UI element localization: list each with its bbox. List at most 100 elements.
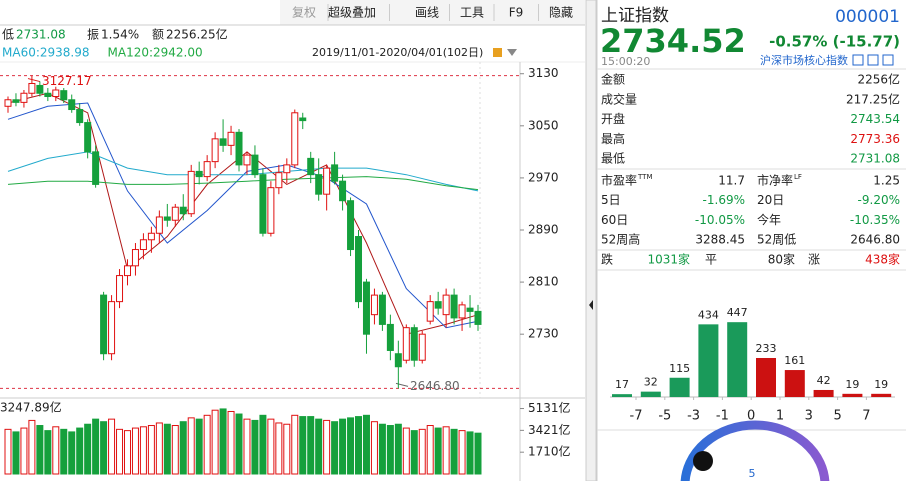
stat-value: 217.25亿 [846,91,900,106]
stat-sup: LF [794,173,802,181]
stat-value: -10.35% [850,213,900,227]
candle-body [450,294,458,319]
toolbar-button[interactable]: 超级叠加 [328,5,376,20]
scrollbar[interactable] [585,0,597,481]
distribution-bar [727,322,748,397]
volume-bar [100,421,108,475]
candle-body [267,187,275,234]
candle-body [44,92,52,98]
y-tick-label: 3130 [528,66,559,80]
volume-bar [418,428,426,475]
stat-value: 2773.36 [850,132,900,146]
candle-body [418,333,426,361]
volume-bar [195,418,203,475]
icon[interactable] [852,54,864,66]
gauge-knob [693,451,713,471]
candle-body [394,353,402,368]
index-name: 上证指数 [601,6,669,26]
volume-bar [243,418,251,475]
candle-body [474,310,482,325]
y-tick-label: 1710亿 [528,444,571,459]
x-tick-label: -7 [630,409,643,424]
toolbar-button[interactable]: 工具 [460,6,484,20]
distribution-bar [756,357,776,397]
volume-bar [219,408,227,475]
y-tick-label: 2810 [528,275,559,289]
stat-label: 最高 [601,131,625,146]
stat-label: 开盘 [601,111,625,126]
date-range: 2019/11/01-2020/04/01(102日) [312,46,483,59]
stat-label: 52周低 [757,233,796,247]
volume-bar [394,423,402,475]
stat-value: -1.69% [703,193,745,207]
tag[interactable]: 沪深市场核心指数 [760,53,848,67]
candle-body [315,174,323,195]
volume-bar [163,423,171,475]
volume-bar [139,426,147,475]
volume-bar [331,421,339,475]
toolbar-button[interactable]: F9 [509,6,524,20]
candle-body [68,99,76,111]
volume-bar [12,431,20,475]
candle-body [251,154,259,176]
candle-body [60,90,68,101]
bar-value-label: 32 [644,376,658,389]
stat-value: -10.05% [695,213,745,227]
volume-bar [68,431,76,475]
quote-label: 额 [152,28,164,42]
bar-value-label: 42 [817,374,831,387]
toolbar-button[interactable]: 隐藏 [549,6,573,20]
candle-body [355,236,363,303]
candle-body [307,157,315,176]
scroll-arrow[interactable] [589,300,593,310]
volume-bar [171,425,179,475]
candle-body [362,281,370,335]
x-tick-label: 7 [862,409,870,424]
candle-body [386,323,394,351]
icon[interactable] [867,54,879,66]
toolbar-button[interactable]: 复权 [292,6,316,20]
breadth-flat: 80家 [768,252,795,267]
dropdown[interactable] [507,49,517,56]
candle-body [275,172,283,189]
gauge-arc [680,420,830,481]
breadth-label: 跌 [601,252,613,267]
y-tick-label: 5131亿 [528,400,571,415]
stat-label: 市净率 [757,173,793,188]
icon[interactable] [493,48,502,57]
volume-bar [123,430,131,475]
candle-body [458,304,466,319]
candle-body [147,232,155,241]
volume-bar [179,421,187,475]
distribution-bar [813,389,834,397]
quote-label: 低 [2,28,14,42]
candle-body [227,131,235,146]
candle-body [339,180,347,202]
quote-value: 2256.25亿 [166,27,228,42]
volume-bar [92,418,100,475]
icon[interactable] [882,54,894,66]
candle-body [235,131,243,166]
stat-label: 52周高 [601,232,640,247]
x-tick-label: -1 [716,409,729,424]
candle-body [20,92,28,103]
stat-label: 今年 [757,212,781,227]
x-tick-label: 3 [805,409,813,424]
volume-bar [227,410,235,475]
candle-body [283,164,291,174]
candle-body [155,216,163,234]
volume-bar [28,419,36,475]
y-tick-label: 2970 [528,170,559,184]
volume-bar [20,427,28,475]
stat-value: 2743.54 [850,112,900,126]
volume-bar [283,423,291,475]
volume-bar [362,414,370,475]
quote-value: 2731.08 [16,28,66,42]
candle-body [76,109,84,124]
volume-bar [108,418,116,475]
y-tick-label: 2730 [528,327,559,341]
index-code: 000001 [835,7,900,27]
toolbar-button[interactable]: 画线 [415,6,439,20]
gauge-label: 5 [749,467,756,480]
